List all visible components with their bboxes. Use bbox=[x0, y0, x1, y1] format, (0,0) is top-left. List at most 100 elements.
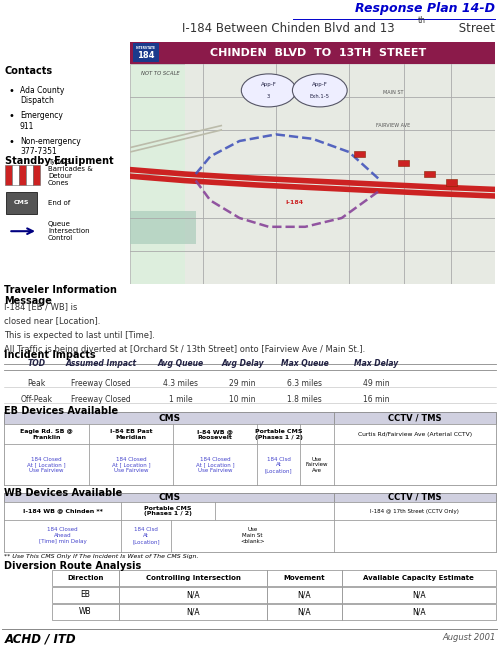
Bar bbox=[342, 586, 496, 603]
Text: I-184 @ 17th Street (CCTV Only): I-184 @ 17th Street (CCTV Only) bbox=[370, 508, 460, 514]
Text: FAIRVIEW AVE: FAIRVIEW AVE bbox=[376, 123, 410, 128]
Text: App-F: App-F bbox=[312, 83, 328, 87]
Bar bbox=[334, 424, 496, 444]
Text: N/A: N/A bbox=[186, 590, 200, 600]
Text: Curtis Rd/Fairview Ave (Arterial CCTV): Curtis Rd/Fairview Ave (Arterial CCTV) bbox=[358, 432, 472, 437]
Text: •: • bbox=[8, 112, 14, 121]
Text: 184 Clsd
At
[Location]: 184 Clsd At [Location] bbox=[132, 527, 160, 544]
Text: Use
Fairview
Ave: Use Fairview Ave bbox=[306, 457, 328, 473]
Bar bbox=[4, 520, 121, 552]
Text: CCTV / TMS: CCTV / TMS bbox=[388, 414, 442, 422]
Text: Non-emergency
377-7351: Non-emergency 377-7351 bbox=[20, 136, 80, 156]
Text: 184 Closed
At [ Location ]
Use Fairview: 184 Closed At [ Location ] Use Fairview bbox=[28, 457, 66, 473]
Bar bbox=[4, 413, 496, 485]
Text: Contacts: Contacts bbox=[4, 66, 52, 76]
Text: 184 Closed
At [ Location ]
Use Fairview: 184 Closed At [ Location ] Use Fairview bbox=[196, 457, 234, 473]
Bar bbox=[398, 159, 409, 167]
Text: End of: End of bbox=[48, 199, 70, 205]
Text: Incident Impacts: Incident Impacts bbox=[4, 350, 96, 359]
Text: NOT TO SCALE: NOT TO SCALE bbox=[141, 71, 180, 75]
Bar bbox=[258, 424, 300, 444]
Bar bbox=[121, 502, 216, 520]
Bar bbox=[258, 444, 300, 485]
Bar bbox=[52, 586, 118, 603]
Text: Portable CMS
(Phases 1 / 2): Portable CMS (Phases 1 / 2) bbox=[144, 506, 192, 516]
Text: App-F: App-F bbox=[261, 83, 276, 87]
Text: CMS: CMS bbox=[158, 414, 180, 422]
Circle shape bbox=[292, 74, 347, 107]
Text: TOD: TOD bbox=[28, 359, 46, 367]
Text: ACHD / ITD: ACHD / ITD bbox=[4, 632, 76, 646]
Bar bbox=[185, 64, 495, 284]
Text: Freeway Closed: Freeway Closed bbox=[72, 379, 131, 388]
Bar bbox=[334, 502, 496, 520]
Text: Controlling Intersection: Controlling Intersection bbox=[146, 575, 240, 581]
Text: Traveler Information
Message: Traveler Information Message bbox=[4, 285, 117, 306]
Bar bbox=[89, 444, 173, 485]
Text: EB Devices Available: EB Devices Available bbox=[4, 406, 118, 416]
Bar bbox=[170, 520, 334, 552]
Bar bbox=[268, 570, 342, 586]
Text: 6.3 miles: 6.3 miles bbox=[287, 379, 322, 388]
Text: 49 min: 49 min bbox=[363, 379, 390, 388]
Text: ** Use This CMS Only If The Incident Is West of The CMS Sign.: ** Use This CMS Only If The Incident Is … bbox=[4, 554, 199, 559]
Bar bbox=[342, 570, 496, 586]
Text: WB: WB bbox=[79, 607, 92, 616]
Text: I-84 WB @
Roosevelt: I-84 WB @ Roosevelt bbox=[198, 429, 234, 440]
Text: Direction: Direction bbox=[67, 575, 104, 581]
Text: Type-3
Barricades &
Detour
Cones: Type-3 Barricades & Detour Cones bbox=[48, 159, 93, 186]
Bar bbox=[18, 165, 26, 185]
Bar bbox=[118, 570, 268, 586]
Text: Assumed Impact: Assumed Impact bbox=[66, 359, 137, 367]
Text: Movement: Movement bbox=[284, 575, 326, 581]
Bar bbox=[334, 413, 496, 424]
Bar bbox=[121, 520, 170, 552]
Bar bbox=[130, 211, 196, 245]
Bar bbox=[268, 586, 342, 603]
Text: •: • bbox=[8, 86, 14, 96]
Text: I-84 EB Past
Meridian: I-84 EB Past Meridian bbox=[110, 429, 152, 440]
Text: 184 Closed
Ahead
[Time] min Delay: 184 Closed Ahead [Time] min Delay bbox=[39, 527, 86, 544]
Text: CMS: CMS bbox=[158, 493, 180, 502]
Text: N/A: N/A bbox=[412, 607, 426, 616]
Bar bbox=[334, 493, 496, 502]
Text: closed near [Location].: closed near [Location]. bbox=[4, 316, 101, 325]
Text: 184: 184 bbox=[137, 51, 155, 60]
Text: I-184 [EB / WB] is: I-184 [EB / WB] is bbox=[4, 302, 78, 311]
Bar bbox=[342, 604, 496, 620]
Bar bbox=[26, 165, 32, 185]
Text: 184 Closed
At [ Location ]
Use Fairview: 184 Closed At [ Location ] Use Fairview bbox=[112, 457, 150, 473]
Bar bbox=[4, 493, 334, 502]
Bar bbox=[216, 502, 334, 520]
Text: Queue
Intersection
Control: Queue Intersection Control bbox=[48, 221, 90, 241]
Text: CHINDEN  BLVD  TO  13TH  STREET: CHINDEN BLVD TO 13TH STREET bbox=[210, 48, 426, 58]
Bar bbox=[424, 171, 435, 177]
Bar bbox=[334, 520, 496, 552]
Bar bbox=[300, 444, 334, 485]
Text: I-184: I-184 bbox=[285, 200, 304, 205]
Bar bbox=[4, 165, 12, 185]
Bar bbox=[32, 165, 40, 185]
Bar bbox=[6, 192, 36, 214]
Bar bbox=[118, 604, 268, 620]
Text: 10 min: 10 min bbox=[230, 395, 256, 404]
Bar bbox=[52, 570, 118, 586]
Text: Response Plan 14-D: Response Plan 14-D bbox=[355, 2, 495, 15]
Text: Diversion Route Analysis: Diversion Route Analysis bbox=[4, 561, 141, 571]
Text: 184 Clsd
At
[Location]: 184 Clsd At [Location] bbox=[264, 457, 292, 473]
Bar bbox=[12, 165, 18, 185]
Text: Max Queue: Max Queue bbox=[280, 359, 328, 367]
Text: Avg Queue: Avg Queue bbox=[158, 359, 204, 367]
Bar bbox=[354, 151, 366, 157]
Text: 3: 3 bbox=[267, 94, 270, 100]
Text: N/A: N/A bbox=[412, 590, 426, 600]
Bar bbox=[4, 424, 89, 444]
Text: Standby Equipment: Standby Equipment bbox=[4, 156, 113, 167]
Text: August 2001: August 2001 bbox=[442, 632, 496, 642]
Text: INTERSTATE: INTERSTATE bbox=[136, 47, 156, 51]
Bar bbox=[446, 180, 456, 186]
Text: N/A: N/A bbox=[298, 607, 312, 616]
Bar bbox=[4, 502, 121, 520]
Text: Available Capacity Estimate: Available Capacity Estimate bbox=[363, 575, 474, 581]
Bar bbox=[89, 424, 173, 444]
